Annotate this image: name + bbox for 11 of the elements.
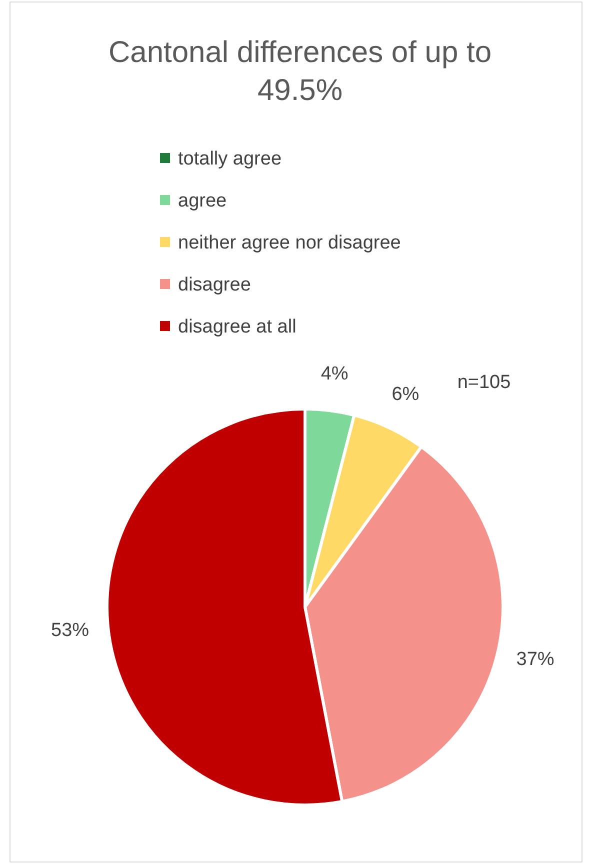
- text: n=105: [457, 372, 511, 393]
- data-label: 37%: [516, 649, 554, 670]
- chart-title: Cantonal differences of up to 49.5%: [108, 36, 492, 107]
- legend-label: totally agree: [178, 148, 282, 170]
- legend-label: neither agree nor disagree: [178, 232, 401, 254]
- legend-label: disagree at all: [178, 316, 296, 338]
- data-label: 4%: [320, 364, 348, 385]
- data-label: 6%: [392, 384, 420, 406]
- data-label: 53%: [51, 620, 90, 641]
- legend-label: disagree: [178, 274, 251, 296]
- legend-label: agree: [178, 190, 227, 212]
